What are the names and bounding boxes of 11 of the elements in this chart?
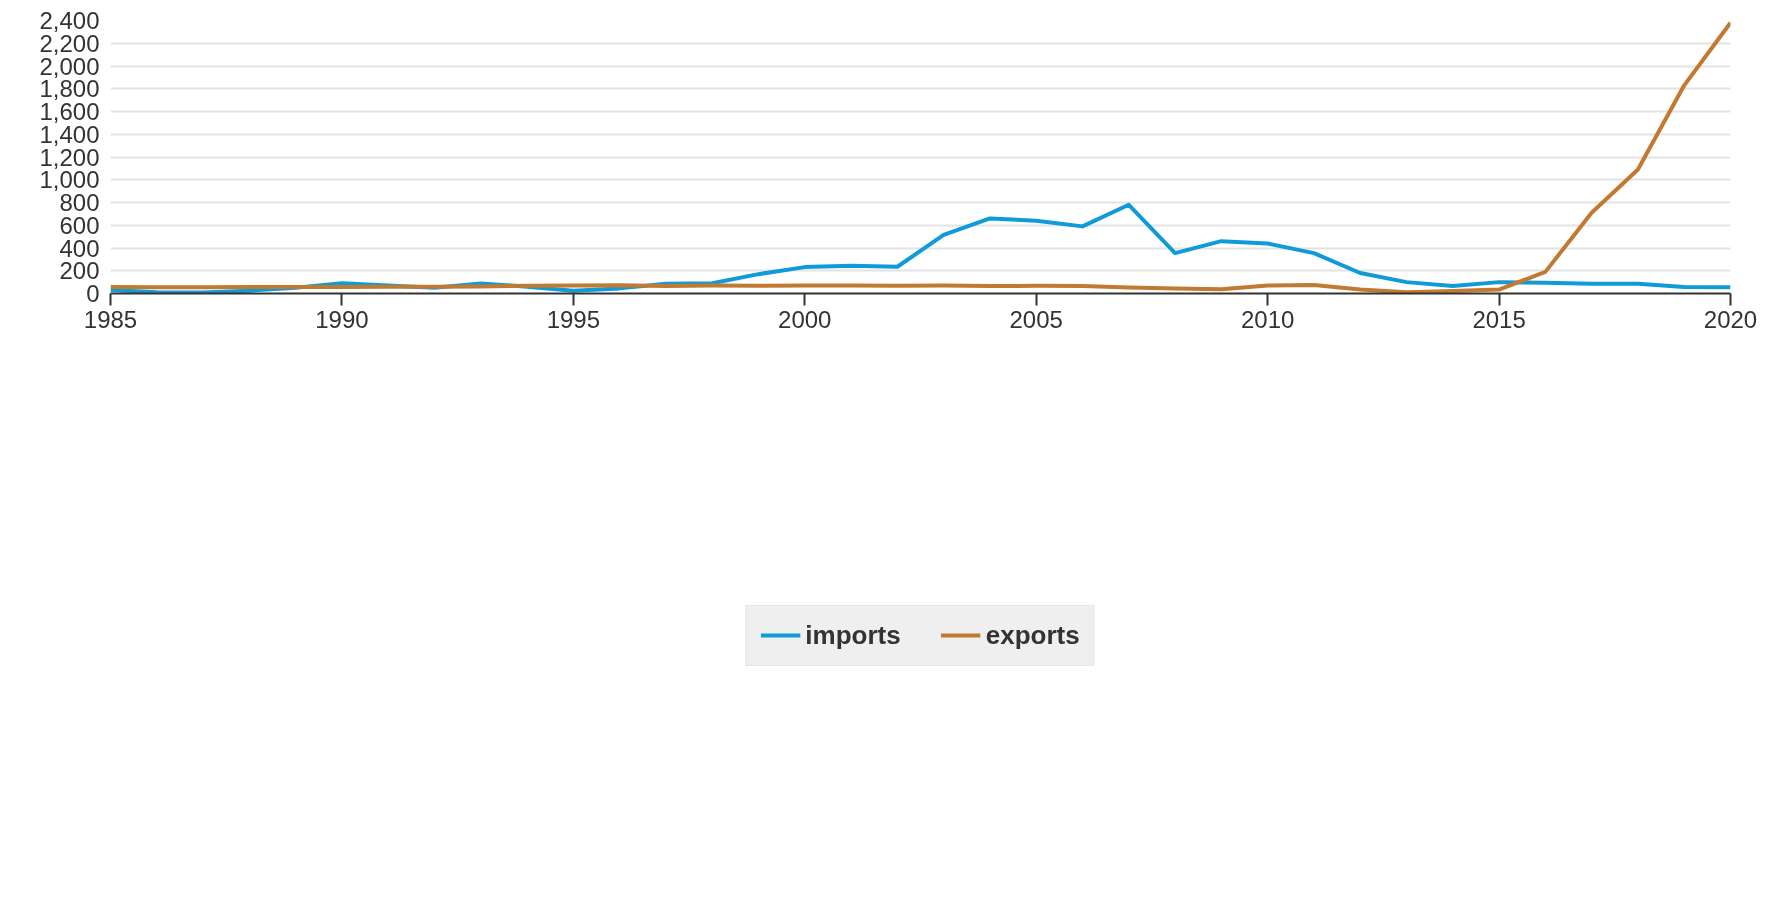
x-tick-label: 2005 xyxy=(1009,305,1063,333)
x-tick-label: 1990 xyxy=(315,305,369,333)
x-tick-label: 1995 xyxy=(546,305,601,333)
legend-label: exports xyxy=(985,619,1080,651)
y-tick-label: 2,400 xyxy=(39,7,100,34)
legend-label: imports xyxy=(805,619,901,651)
x-tick-label: 2000 xyxy=(778,305,832,333)
x-tick-label: 2015 xyxy=(1472,305,1526,333)
x-tick-label: 2010 xyxy=(1240,305,1295,333)
x-tick-label: 1985 xyxy=(83,305,138,333)
x-tick-label: 2020 xyxy=(1703,305,1758,333)
